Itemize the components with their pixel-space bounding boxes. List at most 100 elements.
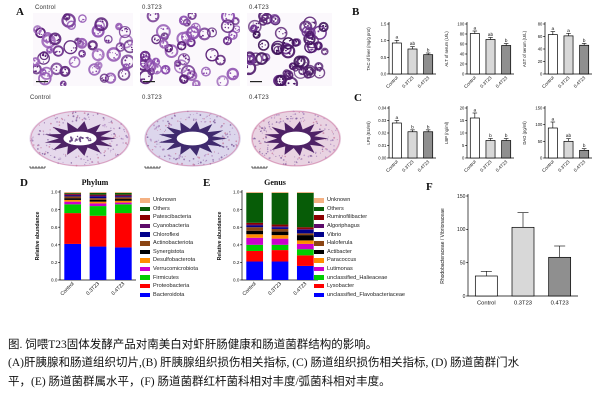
svg-text:5: 5 bbox=[462, 143, 465, 148]
svg-text:40: 40 bbox=[460, 52, 465, 57]
svg-text:ab: ab bbox=[566, 133, 572, 139]
svg-text:b: b bbox=[489, 133, 492, 139]
svg-text:0.3T23: 0.3T23 bbox=[401, 159, 415, 173]
svg-text:0.4T23: 0.4T23 bbox=[573, 159, 587, 173]
svg-text:80: 80 bbox=[460, 32, 465, 37]
legend-label: Cyanobacteria bbox=[153, 223, 190, 230]
genus-stacked-chart: 0.0 0.2 0.4 0.6 0.8 1.0 Relative abundance Cont… bbox=[217, 190, 318, 297]
svg-text:0: 0 bbox=[540, 156, 543, 161]
svg-text:1.0: 1.0 bbox=[51, 190, 58, 195]
svg-text:Control: Control bbox=[541, 159, 555, 173]
caption-line-2: (A)肝胰腺和肠道组织切片,(B) 肝胰腺组织损伤相关指标, (C) 肠道组织损… bbox=[8, 357, 520, 370]
legend-swatch bbox=[140, 232, 150, 237]
svg-text:1.0: 1.0 bbox=[381, 38, 387, 43]
svg-text:b: b bbox=[505, 38, 508, 44]
svg-text:LPS (EU/ml): LPS (EU/ml) bbox=[366, 121, 371, 145]
legend-item: Paracoccus bbox=[314, 256, 405, 265]
legend-label: Paracoccus bbox=[327, 257, 357, 264]
histology-row2-label-control: Control bbox=[30, 95, 51, 101]
legend-item: Lysobacter bbox=[314, 282, 405, 291]
panel-letter-f: F bbox=[426, 181, 433, 193]
svg-text:50: 50 bbox=[538, 139, 543, 144]
histology-row1-label-04t23: 0.4T23 bbox=[249, 5, 269, 11]
svg-text:a: a bbox=[551, 27, 554, 32]
legend-label: Actinobacteriota bbox=[153, 240, 194, 247]
hepatopancreas-micrograph-04t23 bbox=[247, 13, 332, 86]
svg-text:0.4T23: 0.4T23 bbox=[573, 75, 587, 89]
legend-swatch bbox=[140, 249, 150, 255]
svg-text:Rhodobacteraceae / Vibrionacea: Rhodobacteraceae / Vibrionaceae bbox=[440, 208, 446, 284]
legend-swatch bbox=[140, 223, 150, 229]
svg-text:0.4T23: 0.4T23 bbox=[111, 281, 127, 297]
legend-item: Synergistota bbox=[140, 248, 198, 257]
svg-text:0.4: 0.4 bbox=[51, 242, 58, 247]
svg-text:0.4T23: 0.4T23 bbox=[551, 301, 569, 307]
svg-text:0.3T23: 0.3T23 bbox=[479, 159, 493, 173]
genus-legend: Unknown Others Ruminofilibacter Algoriphagu… bbox=[314, 196, 405, 299]
svg-text:ab: ab bbox=[488, 32, 494, 38]
panel-letter-e: E bbox=[203, 177, 211, 189]
legend-label: Actibacter bbox=[327, 248, 352, 255]
legend-item: Haloferula bbox=[314, 239, 405, 248]
svg-text:0.0: 0.0 bbox=[233, 278, 240, 283]
svg-text:b: b bbox=[505, 133, 508, 139]
svg-text:Control: Control bbox=[477, 301, 496, 307]
legend-item: Others bbox=[140, 205, 198, 214]
legend-swatch bbox=[140, 283, 150, 289]
svg-text:20: 20 bbox=[538, 59, 543, 64]
svg-text:60: 60 bbox=[460, 42, 465, 47]
intestine-micrograph-04t23 bbox=[247, 104, 345, 171]
svg-text:40: 40 bbox=[538, 47, 543, 52]
legend-label: Others bbox=[327, 205, 344, 212]
svg-text:Control: Control bbox=[60, 281, 76, 297]
panel-letter-c: C bbox=[354, 92, 362, 104]
hepatopancreas-micrograph-control bbox=[33, 13, 133, 86]
genus-chart-title: Genus bbox=[264, 178, 286, 187]
phylum-chart-title: Phylum bbox=[81, 178, 109, 187]
svg-text:60: 60 bbox=[538, 34, 543, 39]
legend-swatch bbox=[140, 198, 150, 203]
legend-label: Proteobacteria bbox=[153, 283, 190, 290]
svg-text:150: 150 bbox=[535, 106, 543, 111]
svg-text:0.3T23: 0.3T23 bbox=[514, 301, 532, 307]
svg-text:0.5: 0.5 bbox=[381, 55, 387, 60]
histology-row1-label-03t23: 0.3T23 bbox=[142, 5, 162, 11]
legend-item: Bacteroidota bbox=[140, 291, 198, 300]
svg-text:80: 80 bbox=[538, 22, 543, 27]
svg-text:b: b bbox=[583, 38, 586, 44]
histology-row2-label-04t23: 0.4T23 bbox=[249, 95, 269, 101]
legend-item: Chloroflexi bbox=[140, 230, 198, 239]
legend-swatch bbox=[314, 249, 324, 255]
phylum-legend: Unknown Others Patescibacteria Cyanobacteri… bbox=[140, 196, 198, 299]
legend-swatch bbox=[314, 241, 324, 246]
legend-item: Others bbox=[314, 205, 405, 214]
legend-swatch bbox=[314, 292, 324, 298]
svg-text:0.3T23: 0.3T23 bbox=[85, 281, 101, 297]
svg-text:1.5: 1.5 bbox=[381, 22, 387, 27]
svg-text:Control: Control bbox=[541, 75, 555, 89]
figure-caption: 图. 饲喂T23固体发酵产品对南美白对虾肝肠健康和肠道菌群结构的影响。 (A)肝… bbox=[8, 336, 594, 391]
svg-text:20: 20 bbox=[460, 62, 465, 67]
legend-label: unclassified_Flavobacteriaceae bbox=[327, 291, 406, 298]
legend-item: Actibacter bbox=[314, 248, 405, 257]
svg-text:LBP (ng/ml): LBP (ng/ml) bbox=[444, 121, 449, 144]
svg-text:15: 15 bbox=[460, 118, 465, 123]
legend-label: Chloroflexi bbox=[153, 231, 180, 238]
svg-text:a: a bbox=[473, 26, 476, 31]
svg-text:0.8: 0.8 bbox=[233, 207, 240, 212]
legend-swatch bbox=[140, 258, 150, 263]
chart-lps: 0.00 0.01 0.02 0.03 0.04 LPS (EU/ml) a Control b… bbox=[366, 106, 436, 173]
svg-text:1.0: 1.0 bbox=[233, 190, 240, 195]
phylum-stacked-chart: 0.0 0.2 0.4 0.6 0.8 1.0 Relative abundance Cont… bbox=[35, 190, 136, 297]
svg-text:DAO (pg/ml): DAO (pg/ml) bbox=[522, 121, 527, 145]
svg-text:20: 20 bbox=[460, 106, 465, 111]
svg-text:0: 0 bbox=[462, 156, 465, 161]
svg-text:a: a bbox=[473, 108, 476, 113]
svg-text:0.03: 0.03 bbox=[378, 118, 387, 123]
legend-swatch bbox=[314, 223, 324, 229]
svg-text:0.0: 0.0 bbox=[381, 72, 387, 77]
svg-text:0.3T23: 0.3T23 bbox=[479, 75, 493, 89]
legend-swatch bbox=[140, 206, 150, 212]
svg-text:AST of serum (U/L): AST of serum (U/L) bbox=[522, 30, 527, 67]
